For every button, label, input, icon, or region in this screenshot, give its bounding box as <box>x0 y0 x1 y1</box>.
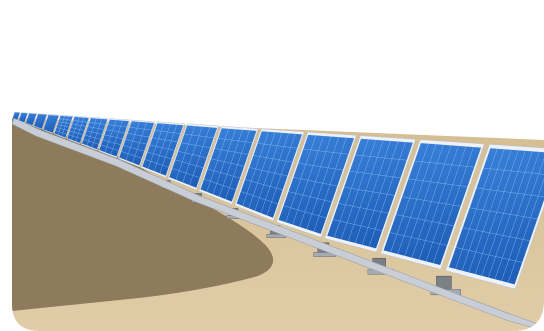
panel-cell-grid <box>240 131 298 216</box>
solar-panel <box>43 114 59 133</box>
solar-panel <box>142 123 184 176</box>
panel-cell-grid <box>389 143 475 264</box>
solar-panel <box>18 112 28 123</box>
solar-panel <box>327 138 413 249</box>
panel-cell-grid <box>68 117 88 142</box>
solar-panel <box>25 113 37 126</box>
scene-clip <box>12 112 544 331</box>
panel-cell-grid <box>332 139 407 247</box>
shaded-sand <box>12 120 274 311</box>
mounting-rail <box>12 117 544 331</box>
panel-cell-grid <box>121 121 152 163</box>
panel-cell-grid <box>455 148 544 283</box>
solar-panel <box>34 114 47 129</box>
solar-panel <box>12 112 20 120</box>
solar-panel <box>200 128 257 202</box>
panel-cell-grid <box>144 123 181 174</box>
solar-panel <box>278 134 355 234</box>
panel-cell-grid <box>100 120 127 155</box>
panel-cell-grid <box>172 126 214 186</box>
panel-cell-grid <box>283 135 349 232</box>
solar-panels <box>12 112 544 290</box>
panel-cell-grid <box>203 128 253 200</box>
solar-panel <box>448 148 544 285</box>
panel-cell-grid <box>83 118 106 148</box>
panel-cell-grid <box>55 116 72 137</box>
solar-panel <box>169 125 218 188</box>
